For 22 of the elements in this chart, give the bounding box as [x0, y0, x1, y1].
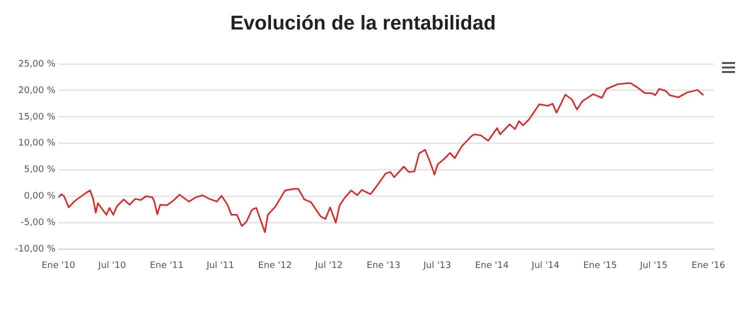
y-tick-label: 20,00 %: [18, 86, 56, 96]
x-tick-label: Ene '16: [692, 260, 726, 271]
y-tick-label: 5,00 %: [24, 165, 56, 176]
x-tick-label: Ene '11: [150, 260, 184, 271]
x-tick-label: Ene '12: [258, 260, 292, 271]
x-tick-label: Jul '10: [97, 260, 126, 271]
x-tick-label: Ene '10: [42, 260, 76, 271]
x-tick-label: Ene '14: [474, 260, 509, 271]
chart-title: Evolución de la rentabilidad: [230, 12, 496, 35]
y-tick-label: 25,00 %: [18, 59, 56, 70]
y-tick-label: -10,00 %: [14, 244, 56, 255]
y-tick-label: 0,00 %: [24, 192, 56, 202]
y-tick-label: 10,00 %: [18, 138, 56, 149]
x-tick-label: Jul '14: [530, 260, 560, 271]
x-tick-label: Jul '11: [206, 260, 234, 271]
x-tick-label: Jul '12: [314, 260, 343, 271]
x-tick-label: Jul '15: [638, 260, 668, 271]
x-tick-label: Ene '13: [366, 260, 400, 271]
y-tick-label: -5,00 %: [20, 218, 56, 228]
y-tick-label: 15,00 %: [18, 112, 56, 122]
x-tick-label: Ene '15: [583, 260, 617, 271]
x-tick-label: Jul '13: [422, 260, 452, 271]
